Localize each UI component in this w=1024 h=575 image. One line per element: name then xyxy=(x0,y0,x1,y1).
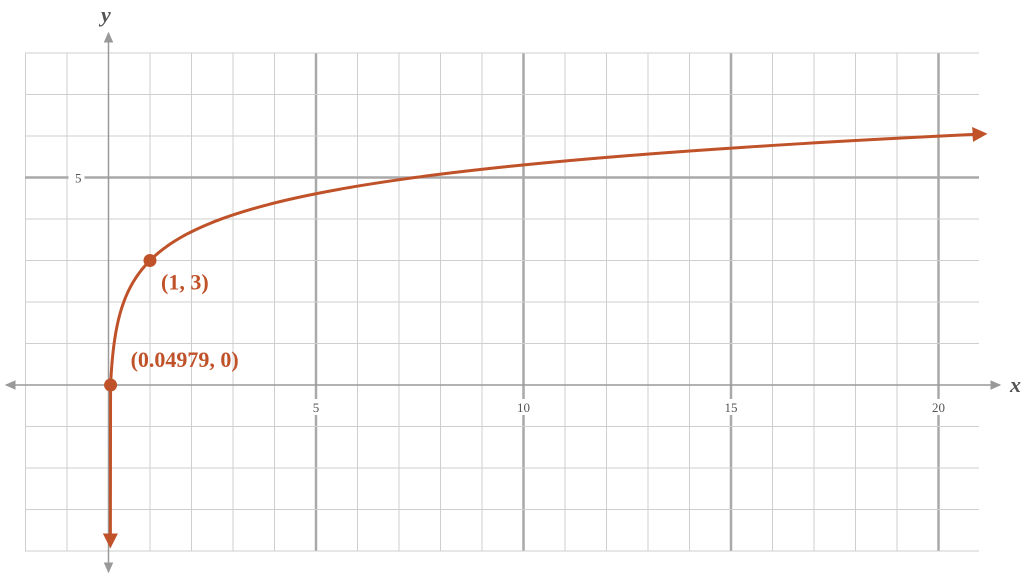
data-label: (0.04979, 0) xyxy=(131,347,239,372)
x-tick-label: 5 xyxy=(313,400,320,415)
axes xyxy=(4,31,1002,574)
x-axis-label: x xyxy=(1009,372,1021,397)
x-tick-label-bg xyxy=(306,399,326,415)
tick-labels: 5 10 15 20 5 xyxy=(68,168,949,415)
curve-layer xyxy=(102,127,988,549)
x-tick-label: 20 xyxy=(932,400,945,415)
y-tick-label-bg xyxy=(68,168,85,186)
y-tick-label: 5 xyxy=(75,171,82,186)
x-tick-label-bg xyxy=(721,399,741,415)
y-axis-label: y xyxy=(98,2,111,27)
x-tick-label-bg xyxy=(928,399,949,415)
x-tick-label: 10 xyxy=(517,400,530,415)
x-tick-label: 15 xyxy=(725,400,738,415)
series-line xyxy=(109,127,988,387)
data-point xyxy=(104,378,118,392)
grid xyxy=(25,52,979,552)
data-point xyxy=(143,254,157,267)
data-label: (1, 3) xyxy=(161,270,209,295)
annotated-points: (1, 3) (0.04979, 0) xyxy=(104,254,239,392)
x-tick-label-bg xyxy=(513,399,534,415)
